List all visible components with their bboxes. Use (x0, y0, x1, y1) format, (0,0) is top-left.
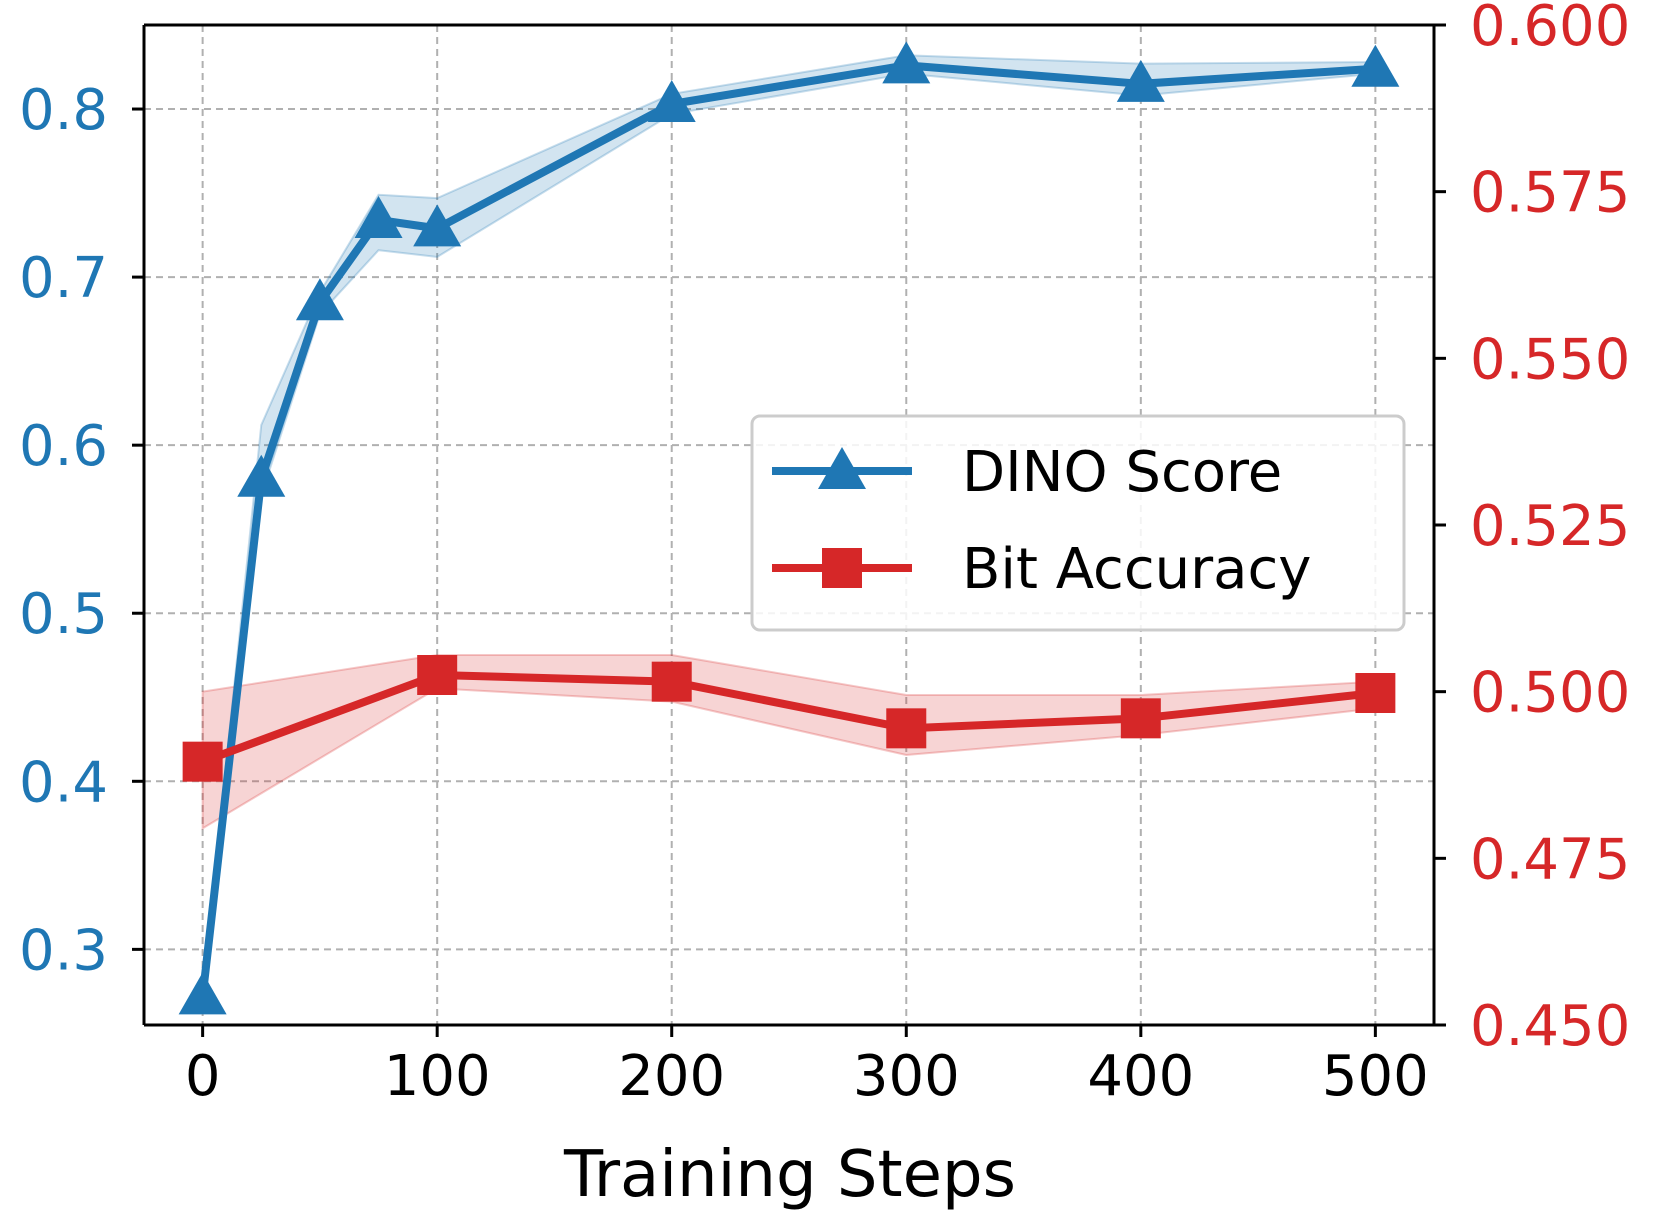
legend-box (750, 414, 1406, 632)
right-tick-label: 0.525 (1470, 494, 1630, 559)
legend-label-0: DINO Score (962, 440, 1282, 505)
left-tick-label: 0.4 (19, 750, 108, 815)
right-tick-label: 0.475 (1470, 827, 1630, 892)
confidence-band-1 (201, 654, 1377, 831)
data-point-square (182, 741, 223, 782)
left-tick-label: 0.8 (19, 78, 108, 143)
x-tick-label: 400 (1087, 1044, 1194, 1109)
right-tick-label: 0.500 (1470, 661, 1630, 726)
right-tick-label: 0.575 (1470, 161, 1630, 226)
data-point-triangle (1351, 44, 1400, 87)
data-point-triangle (295, 278, 344, 321)
legend-label-1: Bit Accuracy (962, 537, 1311, 602)
left-tick-label: 0.3 (19, 918, 108, 983)
legend: DINO Score Bit Accuracy (750, 414, 1406, 632)
data-point-square (1120, 698, 1161, 739)
x-tick-label: 500 (1322, 1044, 1429, 1109)
right-tick-label: 0.550 (1470, 327, 1630, 392)
data-point-triangle (237, 454, 286, 497)
data-point-square (886, 708, 927, 749)
right-tick-label: 0.450 (1470, 994, 1630, 1059)
data-point-triangle (882, 41, 931, 84)
x-tick-label: 300 (853, 1044, 960, 1109)
left-tick-label: 0.5 (19, 582, 108, 647)
left-tick-label: 0.6 (19, 414, 108, 479)
data-point-triangle (647, 79, 696, 122)
data-point-triangle (413, 204, 462, 247)
left-tick-label: 0.7 (19, 246, 108, 311)
x-tick-label: 0 (185, 1044, 221, 1109)
series-line-1 (201, 671, 1376, 766)
data-point-square (1355, 673, 1396, 713)
x-tick-label: 200 (618, 1044, 725, 1109)
data-point-square (417, 655, 458, 695)
legend-marker-triangle (818, 447, 866, 489)
x-axis-label: Training Steps (563, 1138, 1016, 1212)
data-point-triangle (1116, 59, 1165, 102)
axis-ticks: 0 100 200 300 400 500 0.3 0.4 0.5 0.6 0.7 0.8 0.450 0… (19, 0, 1630, 1109)
legend-marker-square (822, 548, 862, 588)
data-point-square (651, 661, 692, 702)
data-point-triangle (354, 195, 403, 238)
x-tick-label: 100 (384, 1044, 491, 1109)
right-tick-label: 0.600 (1470, 0, 1630, 59)
data-point-triangle (178, 972, 227, 1015)
series-markers (178, 41, 1400, 1015)
